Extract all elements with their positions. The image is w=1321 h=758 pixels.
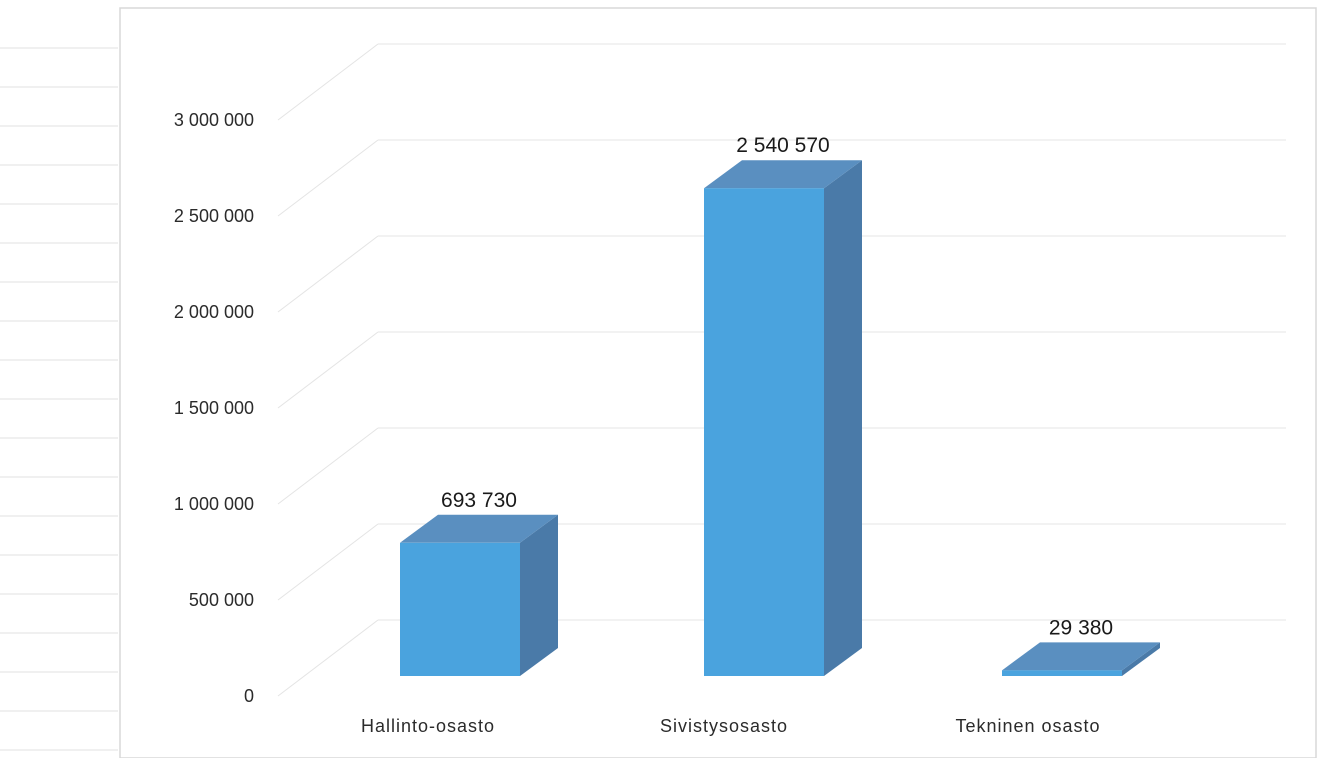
y-tick-label: 500 000 xyxy=(189,590,254,610)
value-label: 693 730 xyxy=(441,489,517,512)
y-tick-label: 1 000 000 xyxy=(174,494,254,514)
grid-diagonal xyxy=(277,619,379,697)
grid-diagonal xyxy=(277,427,379,505)
value-label: 29 380 xyxy=(1049,616,1113,639)
y-tick-label: 1 500 000 xyxy=(174,398,254,418)
y-tick-label: 2 500 000 xyxy=(174,206,254,226)
y-tick-label: 3 000 000 xyxy=(174,110,254,130)
labels: 693 730 Hallinto-osasto 2 540 570 Sivistyso… xyxy=(361,134,1113,736)
bar-front xyxy=(1002,670,1122,676)
grid-diagonal xyxy=(277,139,379,217)
y-tick-label: 0 xyxy=(244,686,254,706)
category-label: Sivistysosasto xyxy=(660,716,788,736)
bar-3 xyxy=(1002,642,1160,676)
bar-front xyxy=(704,188,824,676)
category-label: Tekninen osasto xyxy=(955,716,1100,736)
grid-diagonal xyxy=(277,523,379,601)
bar-2 xyxy=(704,160,862,676)
bar-front xyxy=(400,542,520,676)
grid-diagonal xyxy=(277,235,379,313)
grid-diagonal xyxy=(277,331,379,409)
bars xyxy=(400,160,1160,676)
bar-side xyxy=(520,514,558,676)
bar-top xyxy=(400,514,558,543)
bar-1 xyxy=(400,514,558,676)
grid-diagonal xyxy=(277,43,379,121)
page-margin-lines xyxy=(0,47,118,751)
chart-frame xyxy=(119,7,1317,758)
bar-top xyxy=(1002,642,1160,671)
category-label: Hallinto-osasto xyxy=(361,716,495,736)
bar-side xyxy=(1122,642,1160,676)
bar-side xyxy=(824,160,862,676)
value-label: 2 540 570 xyxy=(736,134,829,157)
y-tick-label: 2 000 000 xyxy=(174,302,254,322)
bar-top xyxy=(704,160,862,189)
y-axis-ticks: 0 500 000 1 000 000 1 500 000 2 000 000 2 500… xyxy=(174,110,254,706)
